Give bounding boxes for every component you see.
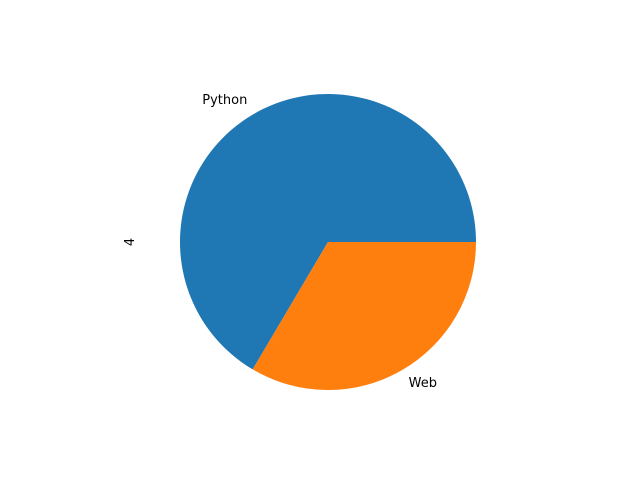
pie-slices	[180, 94, 476, 390]
pie-label-web: Web	[409, 376, 437, 391]
pie-label-python: Python	[202, 93, 247, 108]
pie-slice-web	[252, 242, 476, 390]
pie-slice-labels: Python Web	[202, 93, 437, 391]
y-axis-label: 4	[123, 238, 138, 246]
pie-slice-python	[180, 94, 476, 370]
